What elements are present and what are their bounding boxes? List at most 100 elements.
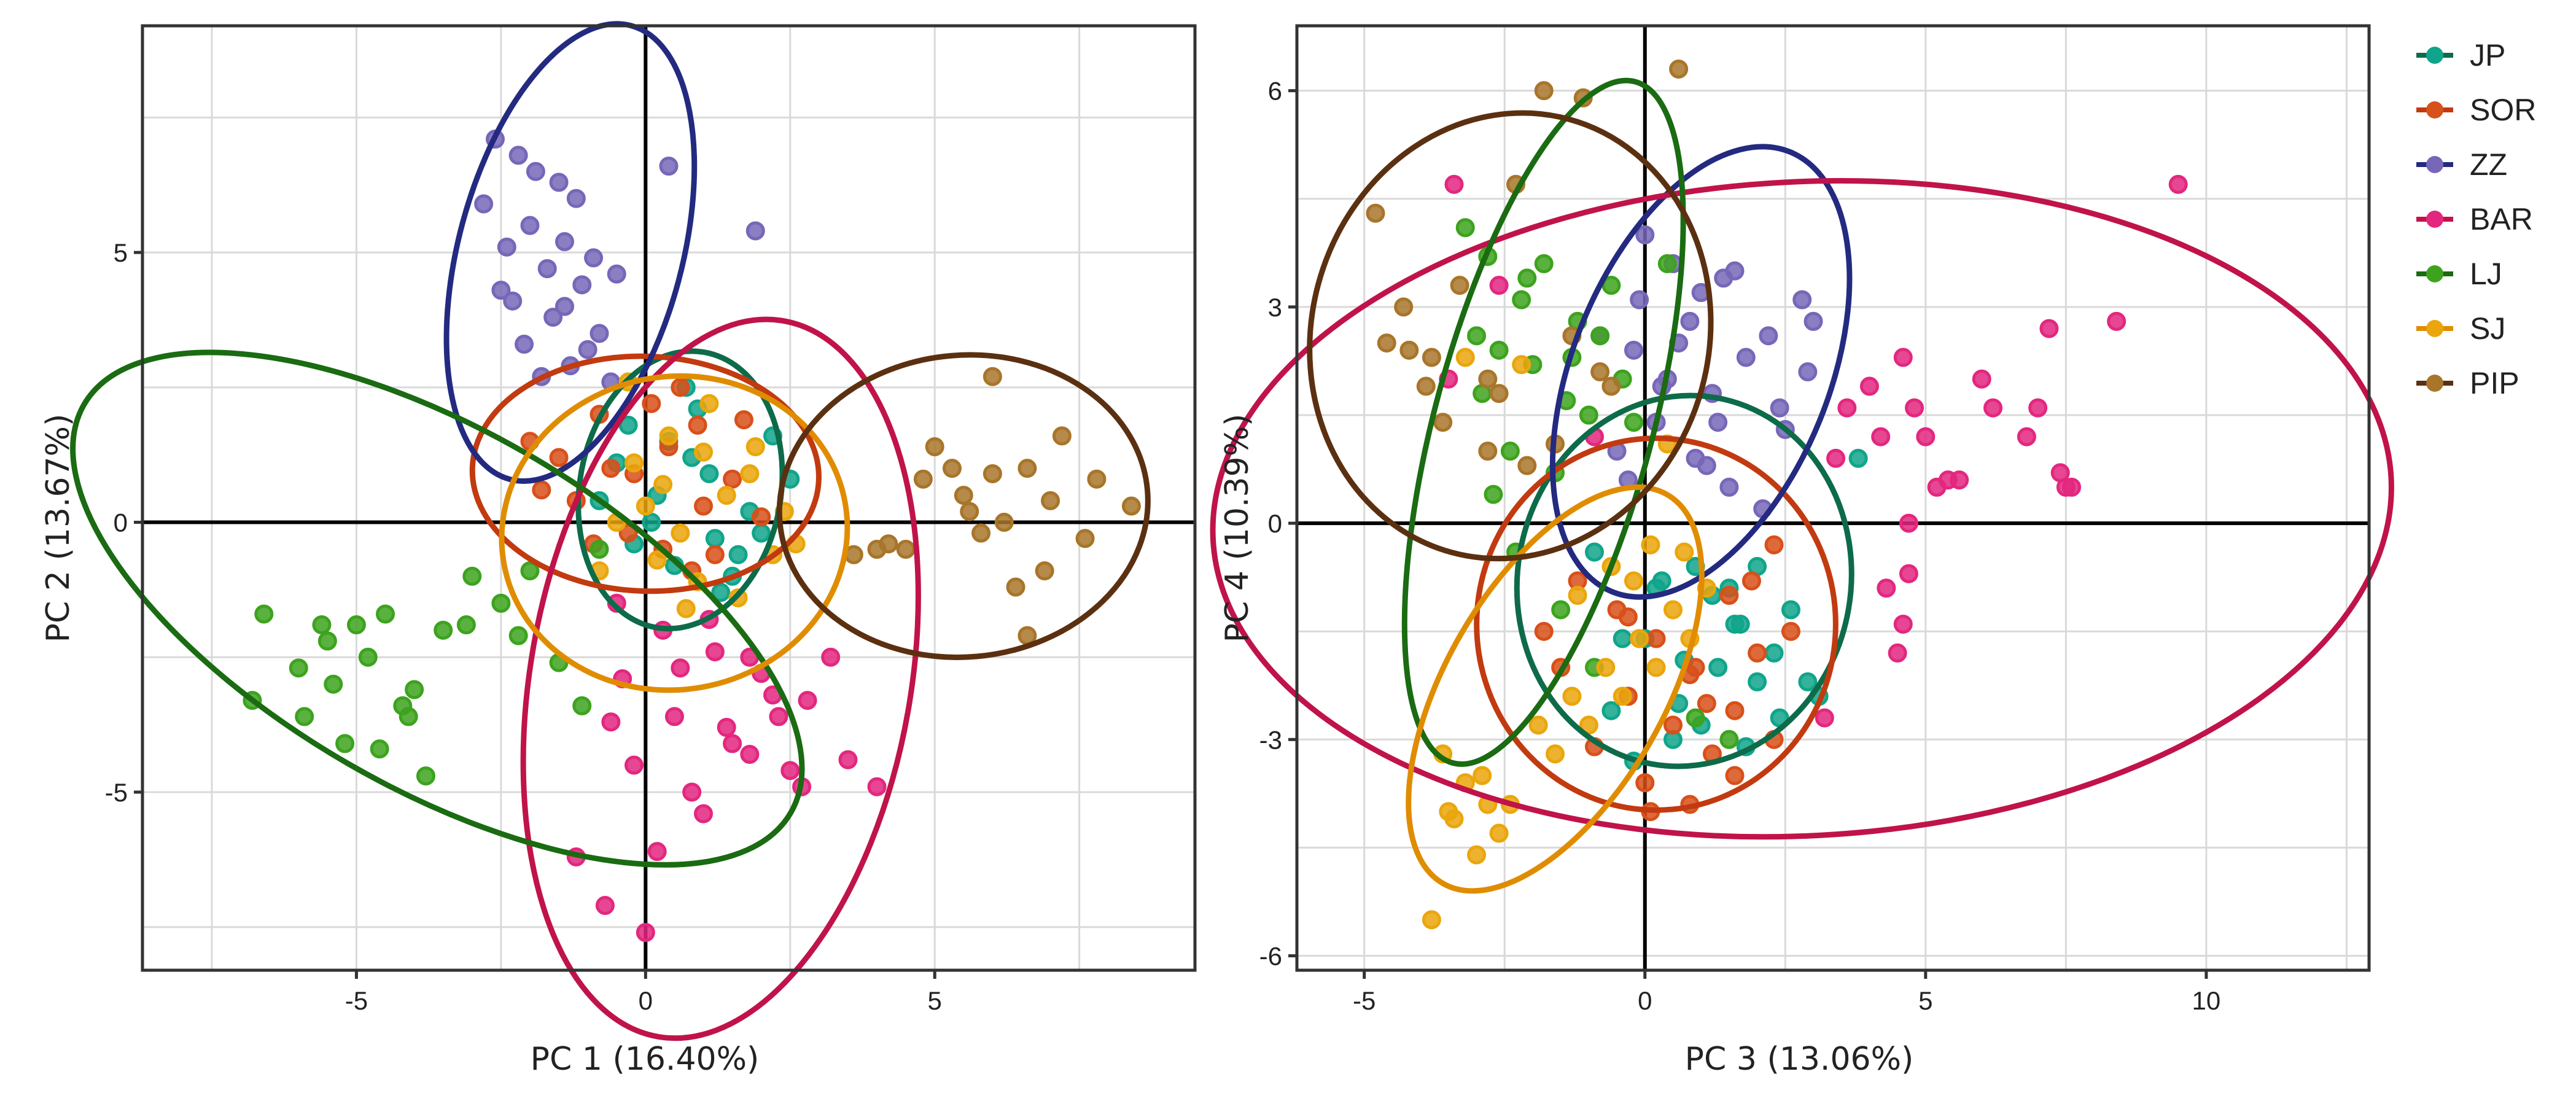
point-zz [590, 324, 609, 343]
point-bar [664, 707, 684, 726]
point-zz [572, 275, 592, 295]
point-lj [1551, 600, 1571, 620]
x-tick-label: 10 [2192, 986, 2221, 1015]
point-pip [960, 502, 979, 521]
point-lj [590, 539, 609, 559]
point-sor [1646, 629, 1666, 648]
point-sor [549, 448, 569, 467]
legend-label: SOR [2470, 93, 2536, 127]
point-sor [642, 394, 661, 413]
point-sj [1444, 809, 1464, 828]
ellipse-bar [1210, 177, 2394, 840]
y-tick-label: -3 [1259, 725, 1282, 754]
point-bar [1893, 348, 1913, 367]
point-bar [740, 744, 760, 764]
point-bar [636, 922, 655, 942]
y-tick-label: 5 [114, 238, 128, 267]
plot-frame [1295, 24, 2371, 972]
ellipse-sj [1406, 484, 1705, 894]
plot-frame [141, 24, 1197, 972]
point-bar [867, 777, 887, 796]
point-zz [1798, 362, 1818, 382]
point-sor [694, 496, 714, 516]
x-axis-title: PC 3 (13.06%) [1685, 1041, 1914, 1078]
point-pip [1422, 348, 1441, 367]
legend-swatch-dot [2426, 211, 2443, 228]
point-lj [376, 604, 395, 624]
legend-label: PIP [2470, 366, 2520, 400]
point-bar [717, 718, 736, 737]
point-sor [1635, 773, 1655, 793]
point-jp [1730, 614, 1750, 634]
point-sj [1455, 348, 1475, 367]
series-bar [1439, 174, 2188, 728]
point-lj [434, 620, 453, 640]
point-sj [676, 599, 696, 618]
point-zz [745, 221, 765, 241]
point-jp [1848, 448, 1868, 468]
point-lj [456, 615, 476, 635]
point-jp [705, 529, 725, 548]
pca-plot-pc1-pc2: -5 0 5 -5 0 5 PC 1 (16.40%) PC 2 (13.67%) [40, 21, 1197, 1078]
y-tick-label: -5 [105, 778, 128, 807]
point-lj [1512, 290, 1531, 309]
point-zz [1630, 290, 1649, 309]
point-bar [671, 658, 690, 678]
y-axis-title: PC 2 (13.67%) [40, 414, 77, 643]
point-lj [1579, 405, 1598, 425]
point-sj [740, 464, 760, 483]
point-lj [346, 615, 366, 635]
point-sj [717, 486, 736, 505]
point-sj [647, 550, 667, 570]
x-tick-label: -5 [1353, 986, 1376, 1015]
point-lj [405, 680, 424, 699]
point-bar [1905, 398, 1924, 418]
y-tick-label: 0 [1268, 509, 1282, 538]
point-zz [497, 237, 516, 257]
point-jp [642, 513, 661, 532]
ellipse-bar [520, 316, 921, 1041]
point-bar [769, 707, 788, 726]
point-lj [358, 647, 378, 667]
point-sj [1663, 600, 1683, 620]
legend-swatch-dot [2426, 320, 2443, 337]
point-sor [1741, 571, 1761, 591]
y-tick-label: 6 [1268, 77, 1282, 106]
plot-background [1297, 26, 2369, 970]
point-bar [2050, 463, 2070, 483]
point-sor [1534, 621, 1554, 641]
point-lj [1489, 340, 1509, 360]
point-pip [1489, 384, 1509, 403]
point-zz [1635, 225, 1655, 244]
point-sj [1467, 845, 1487, 865]
point-pip [1052, 426, 1072, 446]
point-sj [1579, 715, 1598, 735]
point-sj [1641, 535, 1660, 554]
point-pip [1669, 59, 1689, 79]
point-zz [1719, 477, 1739, 497]
point-lj [1657, 254, 1677, 273]
point-lj [1517, 268, 1537, 288]
point-zz [543, 308, 563, 327]
point-zz [659, 157, 679, 176]
point-bar [694, 804, 714, 823]
point-pip [896, 539, 916, 559]
point-sj [694, 442, 714, 462]
legend-swatch-dot [2426, 156, 2443, 173]
point-pip [1121, 496, 1141, 516]
point-sj [1624, 571, 1643, 591]
point-sor [1781, 621, 1800, 641]
legend-item-bar: BAR [2416, 202, 2533, 236]
point-pip [1018, 459, 1037, 478]
point-zz [1624, 340, 1643, 360]
point-zz [1714, 268, 1734, 288]
point-pip [1478, 369, 1498, 389]
point-sj [699, 394, 719, 413]
point-sor [1725, 766, 1745, 785]
point-lj [370, 739, 389, 759]
legend-swatch-dot [2426, 375, 2443, 392]
point-pip [954, 486, 973, 505]
point-zz [549, 173, 569, 192]
point-bar [2028, 398, 2048, 418]
point-bar [1859, 376, 1879, 396]
